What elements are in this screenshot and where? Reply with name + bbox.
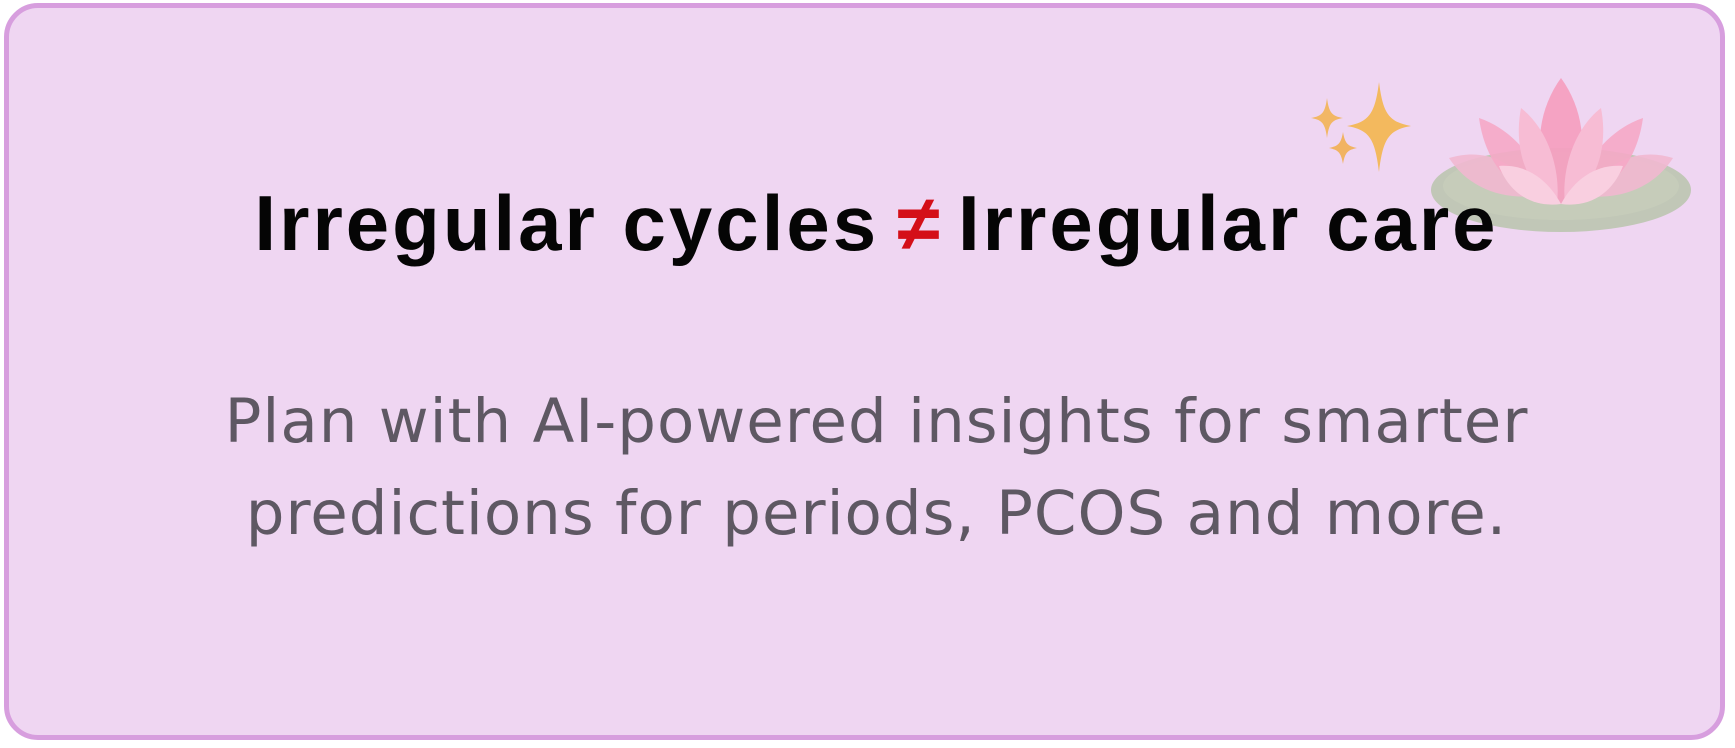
not-equal-symbol: ≠ (897, 179, 940, 267)
headline-right: Irregular care (957, 179, 1499, 267)
lotus-icon (1431, 78, 1691, 232)
feature-card: Irregular cycles ≠ Irregular care Plan wit… (4, 3, 1725, 740)
subtext-line-2: predictions for periods, PCOS and more. (245, 478, 1508, 549)
headline: Irregular cycles ≠ Irregular care (9, 178, 1720, 268)
subtext-line-1: Plan with AI-powered insights for smarte… (224, 386, 1529, 457)
decoration (1311, 78, 1691, 232)
subtext: Plan with AI-powered insights for smarte… (9, 376, 1720, 560)
sparkles-icon (1311, 82, 1411, 172)
headline-left: Irregular cycles (254, 179, 880, 267)
